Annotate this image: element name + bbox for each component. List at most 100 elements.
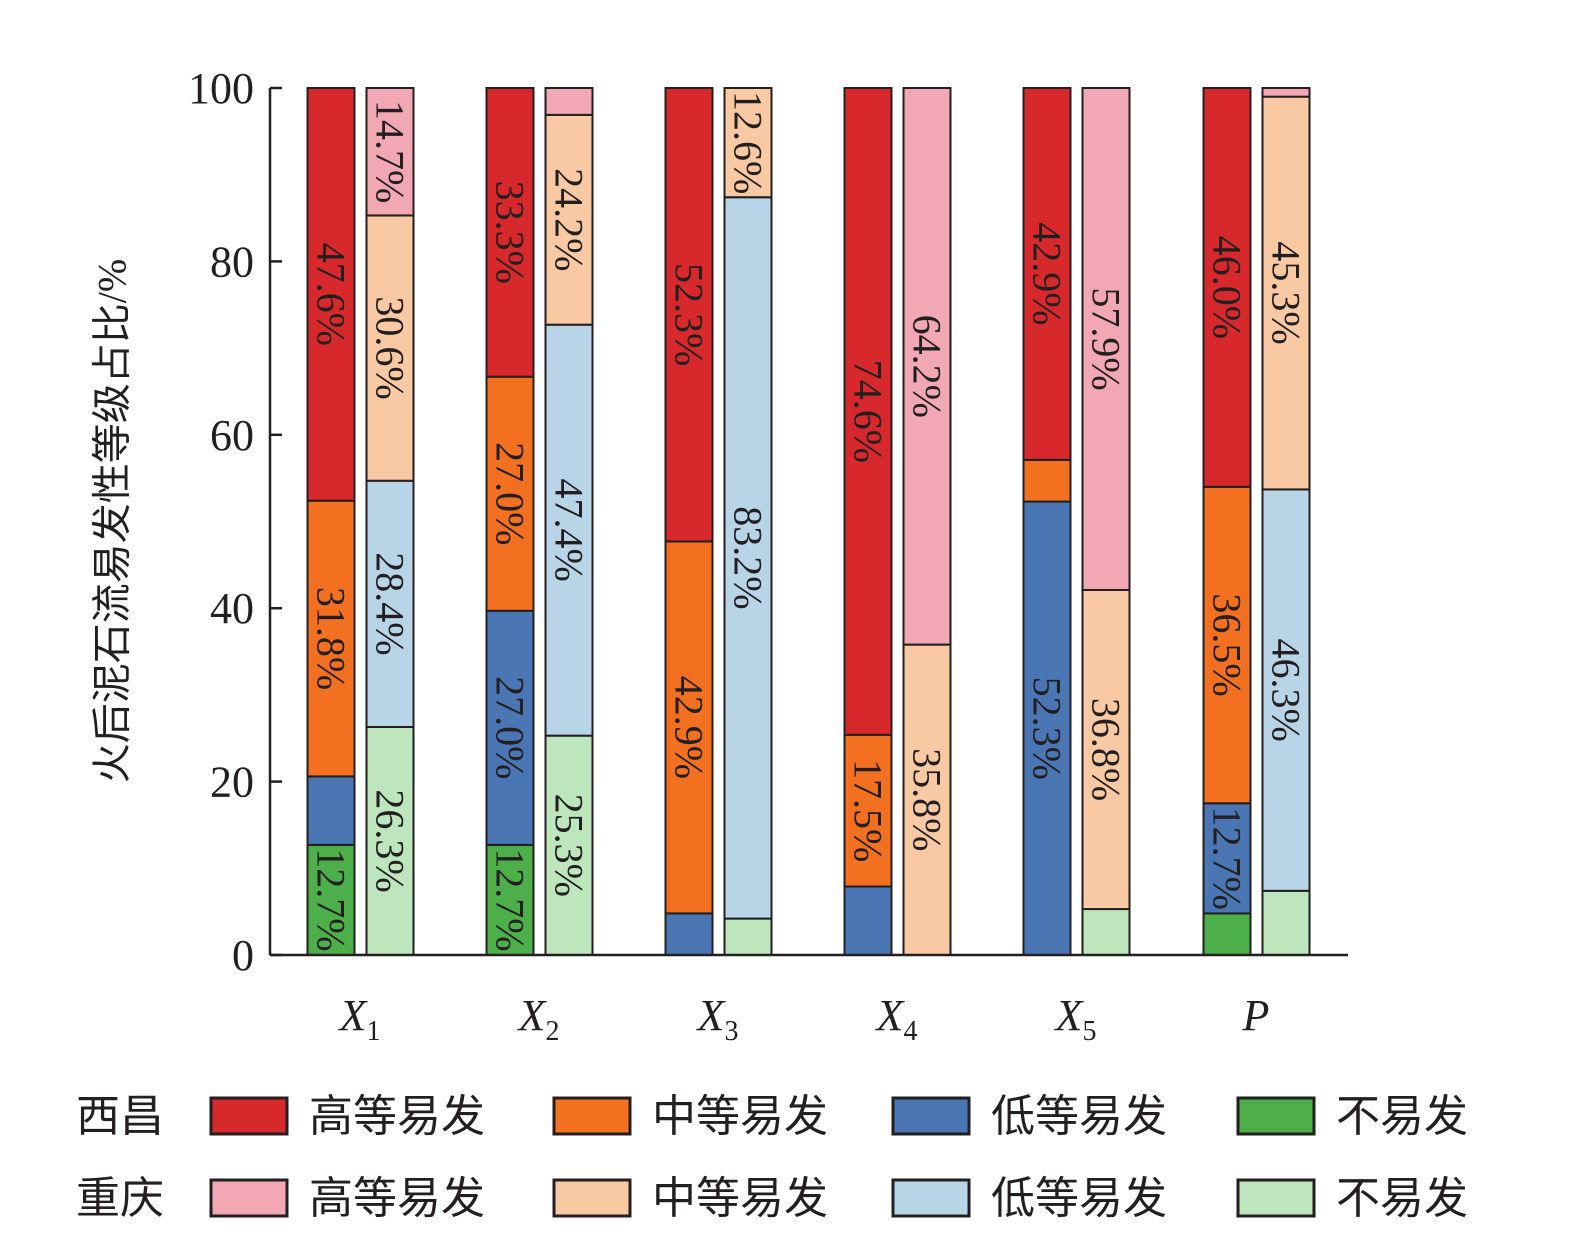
bar-segment bbox=[1081, 87, 1131, 591]
bar-segment bbox=[306, 775, 356, 846]
bar-segment bbox=[843, 885, 893, 957]
segment-value-label: 33.3% bbox=[488, 181, 533, 284]
bar-segment bbox=[544, 734, 594, 956]
segment-value-label: 42.9% bbox=[1025, 222, 1070, 325]
segment-value-label: 12.6% bbox=[726, 91, 771, 194]
legend-item-label: 低等易发 bbox=[991, 1174, 1167, 1223]
bar-segment bbox=[544, 113, 594, 326]
y-tick-label: 80 bbox=[210, 237, 254, 286]
x-category-label: X2 bbox=[517, 991, 560, 1047]
bar-segment bbox=[1202, 87, 1252, 488]
segment-value-label: 12.7% bbox=[309, 848, 354, 951]
bar-segment bbox=[843, 733, 893, 888]
segment-value-label: 52.3% bbox=[667, 263, 712, 366]
segment-value-label: 47.4% bbox=[547, 479, 592, 582]
y-tick-label: 0 bbox=[232, 931, 254, 980]
segment-value-label: 36.5% bbox=[1205, 593, 1250, 696]
segment-value-label: 25.3% bbox=[547, 794, 592, 897]
segment-value-label: 26.3% bbox=[368, 789, 413, 892]
bar-segment bbox=[485, 609, 535, 846]
legend-region-label: 重庆 bbox=[76, 1174, 164, 1223]
legend-item-label: 低等易发 bbox=[991, 1092, 1167, 1141]
bar-segment bbox=[664, 540, 714, 915]
segment-value-label: 52.3% bbox=[1025, 677, 1070, 780]
legend-item-label: 高等易发 bbox=[309, 1092, 485, 1141]
segment-value-label: 14.7% bbox=[368, 100, 413, 203]
bar-segment bbox=[902, 87, 952, 646]
bars-layer bbox=[306, 87, 1311, 957]
bar-segment bbox=[1261, 488, 1311, 892]
segment-value-label: 30.6% bbox=[368, 296, 413, 399]
legend-swatch bbox=[552, 1178, 632, 1218]
x-category-label: X5 bbox=[1054, 991, 1097, 1047]
segment-value-label: 46.3% bbox=[1264, 638, 1309, 741]
segment-value-label: 83.2% bbox=[726, 506, 771, 609]
segment-value-label: 17.5% bbox=[846, 759, 891, 862]
bar-segment bbox=[485, 87, 535, 378]
legend-swatch bbox=[891, 1178, 971, 1218]
bar-segment bbox=[485, 843, 535, 956]
bar-segment bbox=[365, 214, 415, 482]
segment-value-label: 47.6% bbox=[309, 243, 354, 346]
segment-value-label: 57.9% bbox=[1084, 287, 1129, 390]
legend-item-label: 高等易发 bbox=[309, 1174, 485, 1223]
segment-value-label: 31.8% bbox=[309, 587, 354, 690]
legend-item-label: 中等易发 bbox=[652, 1092, 828, 1141]
bar-segment bbox=[365, 87, 415, 217]
segment-value-label: 24.2% bbox=[547, 168, 592, 271]
bar-segment bbox=[723, 196, 773, 920]
y-tick-label: 40 bbox=[210, 584, 254, 633]
segment-value-label: 35.8% bbox=[905, 748, 950, 851]
legend-item-label: 不易发 bbox=[1336, 1092, 1468, 1141]
bar-segment bbox=[1022, 500, 1072, 956]
legend-swatch bbox=[209, 1178, 289, 1218]
bar-segment bbox=[365, 479, 415, 728]
bar-segment bbox=[306, 843, 356, 956]
segment-value-label: 12.7% bbox=[488, 848, 533, 951]
bar-segment bbox=[1261, 87, 1311, 98]
legend-swatch bbox=[1236, 1096, 1316, 1136]
legend-item-label: 中等易发 bbox=[652, 1174, 828, 1223]
y-axis-label: 火后泥石流易发性等级占比/% bbox=[90, 259, 135, 783]
bar-segment bbox=[1261, 889, 1311, 956]
x-category-label: X4 bbox=[875, 991, 918, 1047]
segment-value-label: 74.6% bbox=[846, 360, 891, 463]
legend-swatch bbox=[891, 1096, 971, 1136]
legend-item-label: 不易发 bbox=[1336, 1174, 1468, 1223]
bar-segment bbox=[1022, 87, 1072, 461]
segment-value-label: 36.8% bbox=[1084, 698, 1129, 801]
segment-labels-layer: 12.7% 31.8% 47.6% 12.7% 27.0% 27.0% 33.3% 42.9%… bbox=[309, 91, 1309, 952]
segment-value-label: 27.0% bbox=[488, 676, 533, 779]
bar-segment bbox=[1202, 912, 1252, 956]
bar-segment bbox=[902, 643, 952, 956]
bar-segment bbox=[1081, 588, 1131, 911]
segment-value-label: 27.0% bbox=[488, 442, 533, 545]
legend-swatch bbox=[1236, 1178, 1316, 1218]
bar-segment bbox=[723, 917, 773, 956]
bar-segment bbox=[485, 375, 535, 612]
y-tick-label: 100 bbox=[188, 64, 254, 113]
bar-segment bbox=[306, 87, 356, 502]
bar-segment bbox=[1022, 458, 1072, 503]
segment-value-label: 42.9% bbox=[667, 676, 712, 779]
axes-layer: 0 20 40 60 80 100 X1 X2 X3 X4 X5 P bbox=[188, 64, 1348, 1047]
segment-value-label: 45.3% bbox=[1264, 241, 1309, 344]
x-category-label: X1 bbox=[338, 991, 381, 1047]
legend-region-label: 西昌 bbox=[76, 1092, 164, 1141]
segment-value-label: 46.0% bbox=[1205, 236, 1250, 339]
bar-segment bbox=[544, 87, 594, 116]
legend-swatch bbox=[552, 1096, 632, 1136]
legend-swatch bbox=[209, 1096, 289, 1136]
bar-segment bbox=[664, 87, 714, 543]
bar-segment bbox=[843, 87, 893, 736]
x-category-label: P bbox=[1242, 991, 1270, 1040]
bar-segment bbox=[1202, 485, 1252, 805]
y-tick-label: 60 bbox=[210, 411, 254, 460]
x-category-label: X3 bbox=[696, 991, 739, 1047]
bar-segment bbox=[1081, 908, 1131, 957]
segment-value-label: 12.7% bbox=[1205, 807, 1250, 910]
segment-value-label: 28.4% bbox=[368, 552, 413, 655]
bar-segment bbox=[306, 499, 356, 778]
